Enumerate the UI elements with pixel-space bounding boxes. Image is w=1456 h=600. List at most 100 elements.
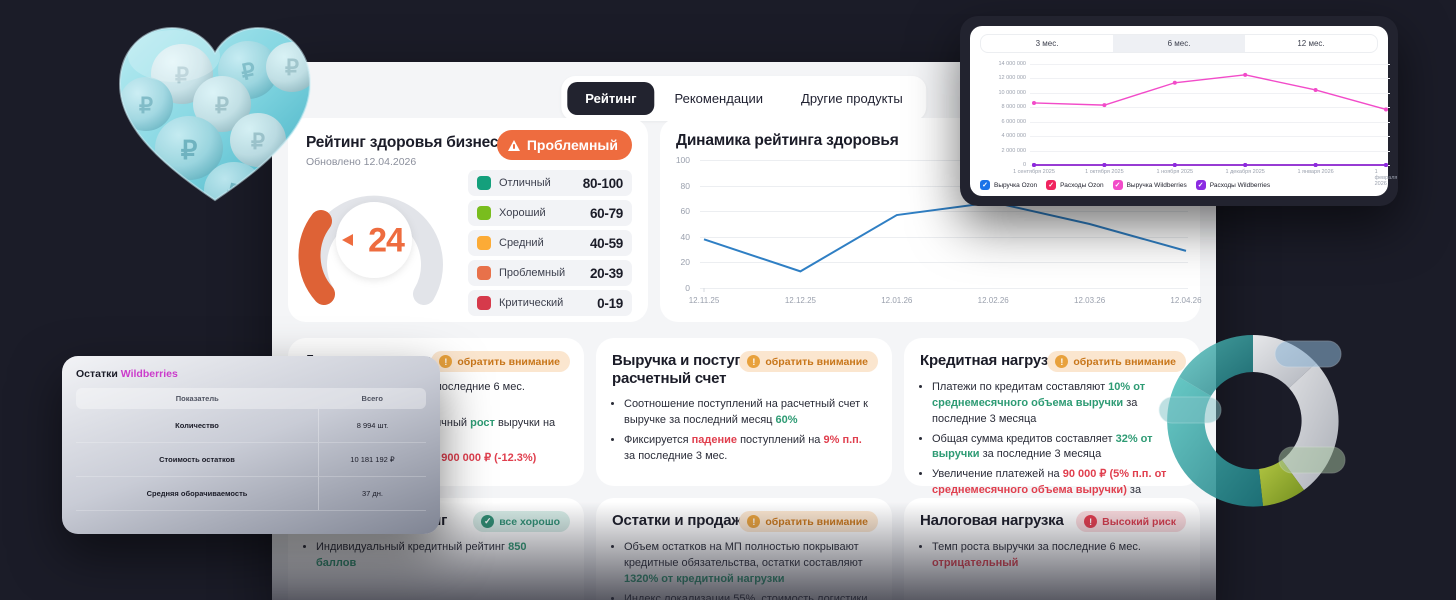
highlight-text: рост: [470, 416, 495, 429]
tab-recommendations[interactable]: Рекомендации: [674, 91, 764, 106]
bullet-text: за последние 3 месяца: [979, 448, 1102, 461]
insight-card-credit: Кредитная нагрузка! обратить внимание Плат…: [904, 338, 1200, 512]
legend-range-excellent: 80-100: [582, 175, 624, 191]
insight-bullet: Фиксируется падение поступлений на 9% п.…: [624, 433, 876, 465]
table-header-row: Показатель Всего: [76, 388, 426, 409]
legend-range-medium: 40-59: [589, 235, 623, 251]
insight-bullet: Объем остатков на МП полностью покрывают…: [624, 540, 876, 588]
insight-bullet-list: Индивидуальный кредитный рейтинг 850 бал…: [304, 540, 568, 572]
insight-bullet: Платежи по кредитам составляют 10% от ср…: [932, 380, 1184, 428]
bullet-text: Объем остатков на МП полностью покрывают…: [624, 540, 863, 569]
stock-panel-title: Остатки Wildberries: [76, 368, 426, 380]
checkbox-wb-expenses[interactable]: ✓: [1195, 180, 1206, 190]
stock-table-body: Количество 8 994 шт. Стоимость остатков …: [76, 409, 426, 511]
stock-panel-title-brand: Wildberries: [120, 368, 178, 380]
legend-label-wb-revenue: Выручка Wildberries: [1126, 181, 1187, 189]
gridline: [1030, 92, 1390, 94]
bullet-text: Фиксируется: [624, 434, 692, 447]
bullet-text: Соотношение поступлений на расчетный сче…: [624, 398, 868, 427]
legend-swatch-problem: [477, 266, 491, 280]
insight-bullet: Индекс локализации 55%, стоимость логист…: [624, 592, 876, 600]
marketplace-chart-legend: ✓ Выручка Ozon ✓ Расходы Ozon ✓ Выручка …: [980, 180, 1270, 190]
warning-triangle-icon: !: [747, 355, 761, 368]
insight-status-label: обратить внимание: [765, 515, 868, 528]
legend-label-excellent: Отличный: [499, 177, 551, 189]
gridline: [700, 185, 1188, 187]
y-axis-tick: 4 000 000: [1001, 133, 1026, 140]
decorative-glass-heart-with-coins: ₽ ₽ ₽ ₽ ₽ ₽ ₽ ₽: [112, 12, 318, 208]
tab-rating[interactable]: Рейтинг: [567, 82, 655, 115]
gridline: [1030, 121, 1390, 123]
legend-label-problem: Проблемный: [499, 267, 566, 279]
legend-item-ozon-expenses[interactable]: ✓ Расходы Ozon: [1046, 180, 1104, 190]
heart-svg: ₽ ₽ ₽ ₽ ₽ ₽ ₽ ₽: [118, 26, 312, 202]
legend-item-ozon-revenue[interactable]: ✓ Выручка Ozon: [980, 180, 1037, 190]
health-line-series: [703, 201, 1187, 292]
insight-status-pill: ! обратить внимание: [739, 511, 878, 532]
bullet-text: Общая сумма кредитов составляет: [932, 432, 1116, 445]
tab-other-products[interactable]: Другие продукты: [801, 91, 903, 106]
gridline: [1030, 136, 1390, 138]
y-axis-tick: 40: [680, 231, 690, 242]
legend-row: Отличный 80-100: [468, 170, 632, 196]
y-axis-tick: 8 000 000: [1001, 104, 1026, 111]
legend-swatch-critical: [477, 296, 491, 310]
cell-metric: Средняя оборачиваемость: [76, 476, 319, 511]
x-axis-tick: 12.02.26: [977, 296, 1009, 305]
insight-status-pill: ! обратить внимание: [431, 351, 570, 372]
tab-bar: Рейтинг Рекомендации Другие продукты: [561, 76, 927, 121]
period-12m[interactable]: 12 мес.: [1297, 39, 1325, 48]
floating-wildberries-stock-panel: Остатки Wildberries Показатель Всего Кол…: [62, 356, 440, 534]
x-axis-tick: 12.11.25: [688, 296, 720, 305]
x-axis-tick: 12.03.26: [1074, 296, 1106, 305]
period-3m[interactable]: 3 мес.: [1035, 39, 1059, 48]
highlight-text: 9% п.п.: [823, 434, 862, 447]
highlight-text: 60%: [775, 414, 798, 427]
insight-bullet-list: Темп роста выручки за последние 6 мес. о…: [920, 540, 1184, 572]
y-axis-tick: 0: [685, 283, 690, 293]
legend-range-good: 60-79: [589, 205, 623, 221]
warning-triangle-icon: !: [747, 515, 761, 528]
y-axis-tick: 100: [675, 155, 690, 165]
legend-row: Проблемный 20-39: [468, 260, 632, 286]
gridline: [1030, 150, 1390, 152]
insight-status-pill: ! обратить внимание: [1047, 351, 1186, 372]
insight-bullet-list: Соотношение поступлений на расчетный сче…: [612, 397, 876, 465]
donut-svg: [1158, 334, 1346, 507]
insight-status-label: обратить внимание: [457, 355, 560, 368]
legend-swatch-medium: [477, 236, 491, 250]
x-axis-tick: 1 октября 2025: [1085, 169, 1124, 175]
checkbox-ozon-expenses[interactable]: ✓: [1046, 180, 1057, 190]
period-6m[interactable]: 6 мес.: [1113, 35, 1245, 52]
check-icon: ✓: [481, 515, 495, 528]
legend-label-good: Хороший: [499, 207, 546, 219]
legend-range-problem: 20-39: [589, 265, 623, 281]
highlight-text: падение: [691, 434, 738, 447]
y-axis-tick: 80: [680, 180, 690, 191]
insight-bullet: Индивидуальный кредитный рейтинг 850 бал…: [316, 540, 568, 572]
checkbox-ozon-revenue[interactable]: ✓: [980, 180, 990, 190]
legend-row: Средний 40-59: [468, 230, 632, 256]
x-axis-tick: 1 сентября 2025: [1013, 169, 1055, 175]
legend-swatch-excellent: [477, 176, 491, 190]
x-axis-tick: 1 февраля 2026: [1374, 169, 1398, 187]
highlight-text: 1320% от кредитной нагрузки: [624, 572, 785, 585]
x-axis-tick: 1 ноября 2025: [1156, 169, 1194, 175]
legend-item-wb-revenue[interactable]: ✓ Выручка Wildberries: [1112, 180, 1187, 190]
insight-bullet-list: Объем остатков на МП полностью покрывают…: [612, 540, 876, 600]
insight-card-income: Выручка и поступления на расчетный счет!…: [596, 338, 892, 486]
checkbox-wb-revenue[interactable]: ✓: [1112, 180, 1123, 190]
status-badge: Проблемный: [496, 130, 632, 160]
bullet-text: выручки на: [494, 416, 556, 429]
insight-status-pill: ! обратить внимание: [739, 351, 878, 372]
legend-row: Критический 0-19: [468, 290, 632, 316]
legend-swatch-good: [477, 206, 491, 220]
legend-item-wb-expenses[interactable]: ✓ Расходы Wildberries: [1195, 180, 1270, 190]
insight-card-title: Кредитная нагрузка: [920, 352, 1064, 369]
insight-bullet: Общая сумма кредитов составляет 32% от в…: [932, 432, 1184, 464]
health-score-gauge: 24: [294, 166, 464, 316]
y-axis-tick: 0: [1022, 162, 1026, 168]
y-axis-tick: 12 000 000: [998, 75, 1026, 82]
highlight-text: 32% от выручки: [932, 432, 1153, 461]
